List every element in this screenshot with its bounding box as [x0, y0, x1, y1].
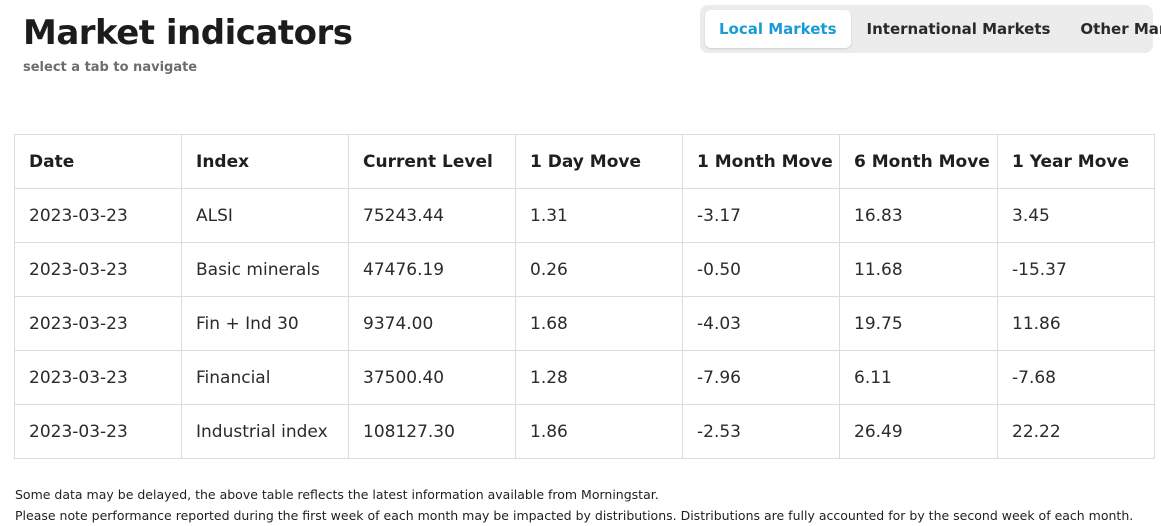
cell-1-day-move: 1.28 [515, 350, 683, 405]
cell-6-month-move: 26.49 [839, 404, 998, 459]
table-row: 2023-03-23 ALSI 75243.44 1.31 -3.17 16.8… [14, 188, 1155, 243]
tab-international-markets[interactable]: International Markets [866, 20, 1051, 38]
page-title: Market indicators [23, 13, 353, 53]
cell-1-year-move: 11.86 [997, 296, 1155, 351]
column-header-1-month-move: 1 Month Move [682, 134, 840, 189]
cell-1-month-move: -0.50 [682, 242, 840, 297]
cell-index: Financial [181, 350, 349, 405]
footnote-distributions: Please note performance reported during … [15, 508, 1134, 523]
cell-1-day-move: 1.86 [515, 404, 683, 459]
cell-current-level: 75243.44 [348, 188, 516, 243]
table-row: 2023-03-23 Financial 37500.40 1.28 -7.96… [14, 350, 1155, 405]
cell-index: Industrial index [181, 404, 349, 459]
cell-6-month-move: 16.83 [839, 188, 998, 243]
column-header-6-month-move: 6 Month Move [839, 134, 998, 189]
cell-1-year-move: 22.22 [997, 404, 1155, 459]
table-header-row: Date Index Current Level 1 Day Move 1 Mo… [14, 134, 1155, 189]
table-row: 2023-03-23 Basic minerals 47476.19 0.26 … [14, 242, 1155, 297]
page-subtitle: select a tab to navigate [23, 60, 198, 75]
column-header-current-level: Current Level [348, 134, 516, 189]
cell-1-year-move: 3.45 [997, 188, 1155, 243]
column-header-index: Index [181, 134, 349, 189]
table-row: 2023-03-23 Industrial index 108127.30 1.… [14, 404, 1155, 459]
cell-index: Basic minerals [181, 242, 349, 297]
market-tabs: Local Markets International Markets Othe… [700, 5, 1161, 53]
cell-1-month-move: -4.03 [682, 296, 840, 351]
tab-other-markets[interactable]: Other Markets [1080, 20, 1161, 38]
column-header-1-day-move: 1 Day Move [515, 134, 683, 189]
footnote-delay: Some data may be delayed, the above tabl… [15, 487, 659, 502]
cell-date: 2023-03-23 [14, 350, 182, 405]
market-indicators-table: Date Index Current Level 1 Day Move 1 Mo… [14, 134, 1155, 459]
cell-date: 2023-03-23 [14, 296, 182, 351]
cell-current-level: 108127.30 [348, 404, 516, 459]
cell-1-year-move: -7.68 [997, 350, 1155, 405]
cell-1-year-move: -15.37 [997, 242, 1155, 297]
cell-6-month-move: 6.11 [839, 350, 998, 405]
cell-date: 2023-03-23 [14, 242, 182, 297]
column-header-1-year-move: 1 Year Move [997, 134, 1155, 189]
cell-index: Fin + Ind 30 [181, 296, 349, 351]
cell-1-month-move: -7.96 [682, 350, 840, 405]
page-header: Market indicators select a tab to naviga… [23, 12, 353, 76]
cell-date: 2023-03-23 [14, 404, 182, 459]
cell-1-month-move: -3.17 [682, 188, 840, 243]
cell-1-day-move: 1.31 [515, 188, 683, 243]
cell-1-day-move: 1.68 [515, 296, 683, 351]
footnotes: Some data may be delayed, the above tabl… [15, 484, 1133, 526]
tab-local-markets[interactable]: Local Markets [705, 10, 851, 48]
cell-6-month-move: 11.68 [839, 242, 998, 297]
cell-current-level: 37500.40 [348, 350, 516, 405]
cell-6-month-move: 19.75 [839, 296, 998, 351]
cell-1-month-move: -2.53 [682, 404, 840, 459]
column-header-date: Date [14, 134, 182, 189]
cell-index: ALSI [181, 188, 349, 243]
cell-date: 2023-03-23 [14, 188, 182, 243]
table-row: 2023-03-23 Fin + Ind 30 9374.00 1.68 -4.… [14, 296, 1155, 351]
cell-1-day-move: 0.26 [515, 242, 683, 297]
cell-current-level: 47476.19 [348, 242, 516, 297]
cell-current-level: 9374.00 [348, 296, 516, 351]
